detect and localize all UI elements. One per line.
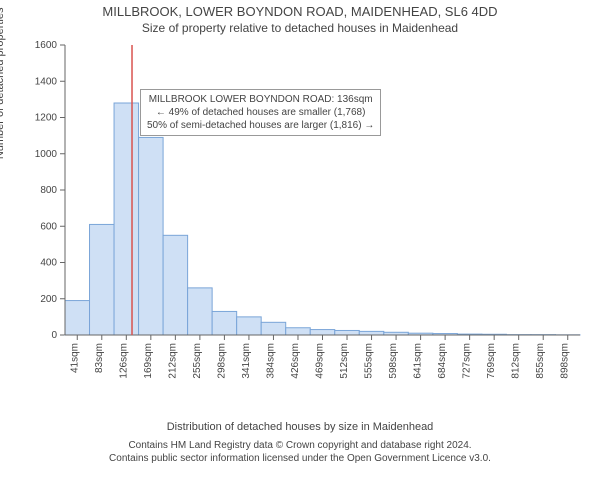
svg-text:555sqm: 555sqm: [364, 343, 375, 379]
annotation-line-3: 50% of semi-detached houses are larger (…: [147, 119, 374, 132]
svg-text:469sqm: 469sqm: [315, 343, 326, 379]
annotation-line-2: ← 49% of detached houses are smaller (1,…: [147, 106, 374, 119]
svg-text:83sqm: 83sqm: [94, 343, 105, 373]
annotation-box: MILLBROOK LOWER BOYNDON ROAD: 136sqm ← 4…: [140, 89, 381, 136]
svg-text:641sqm: 641sqm: [413, 343, 424, 379]
svg-text:855sqm: 855sqm: [535, 343, 546, 379]
page-title: MILLBROOK, LOWER BOYNDON ROAD, MAIDENHEA…: [0, 4, 600, 19]
svg-text:384sqm: 384sqm: [265, 343, 276, 379]
svg-text:169sqm: 169sqm: [143, 343, 154, 379]
svg-text:727sqm: 727sqm: [462, 343, 473, 379]
svg-text:426sqm: 426sqm: [290, 343, 301, 379]
svg-text:684sqm: 684sqm: [437, 343, 448, 379]
svg-text:1600: 1600: [35, 40, 58, 51]
annotation-line-1: MILLBROOK LOWER BOYNDON ROAD: 136sqm: [147, 93, 374, 106]
xaxis-label: Distribution of detached houses by size …: [0, 421, 600, 433]
svg-text:800: 800: [40, 185, 57, 196]
svg-text:598sqm: 598sqm: [388, 343, 399, 379]
svg-text:400: 400: [40, 258, 57, 269]
svg-text:41sqm: 41sqm: [69, 343, 80, 373]
svg-text:255sqm: 255sqm: [192, 343, 203, 379]
chart-container: Number of detached properties 0200400600…: [10, 39, 590, 419]
footer-line-2: Contains public sector information licen…: [10, 452, 590, 465]
svg-text:898sqm: 898sqm: [560, 343, 571, 379]
footer-line-1: Contains HM Land Registry data © Crown c…: [10, 439, 590, 452]
svg-text:512sqm: 512sqm: [339, 343, 350, 379]
svg-text:1000: 1000: [35, 149, 58, 160]
svg-text:1400: 1400: [35, 76, 58, 87]
svg-text:200: 200: [40, 294, 57, 305]
svg-text:0: 0: [51, 330, 57, 341]
svg-text:1200: 1200: [35, 113, 58, 124]
svg-text:212sqm: 212sqm: [167, 343, 178, 379]
svg-text:600: 600: [40, 221, 57, 232]
svg-text:126sqm: 126sqm: [118, 343, 129, 379]
footer: Contains HM Land Registry data © Crown c…: [0, 439, 600, 465]
yaxis-label: Number of detached properties: [0, 8, 6, 160]
svg-text:341sqm: 341sqm: [241, 343, 252, 379]
svg-text:812sqm: 812sqm: [511, 343, 522, 379]
svg-text:298sqm: 298sqm: [216, 343, 227, 379]
svg-text:769sqm: 769sqm: [486, 343, 497, 379]
subtitle: Size of property relative to detached ho…: [0, 21, 600, 35]
